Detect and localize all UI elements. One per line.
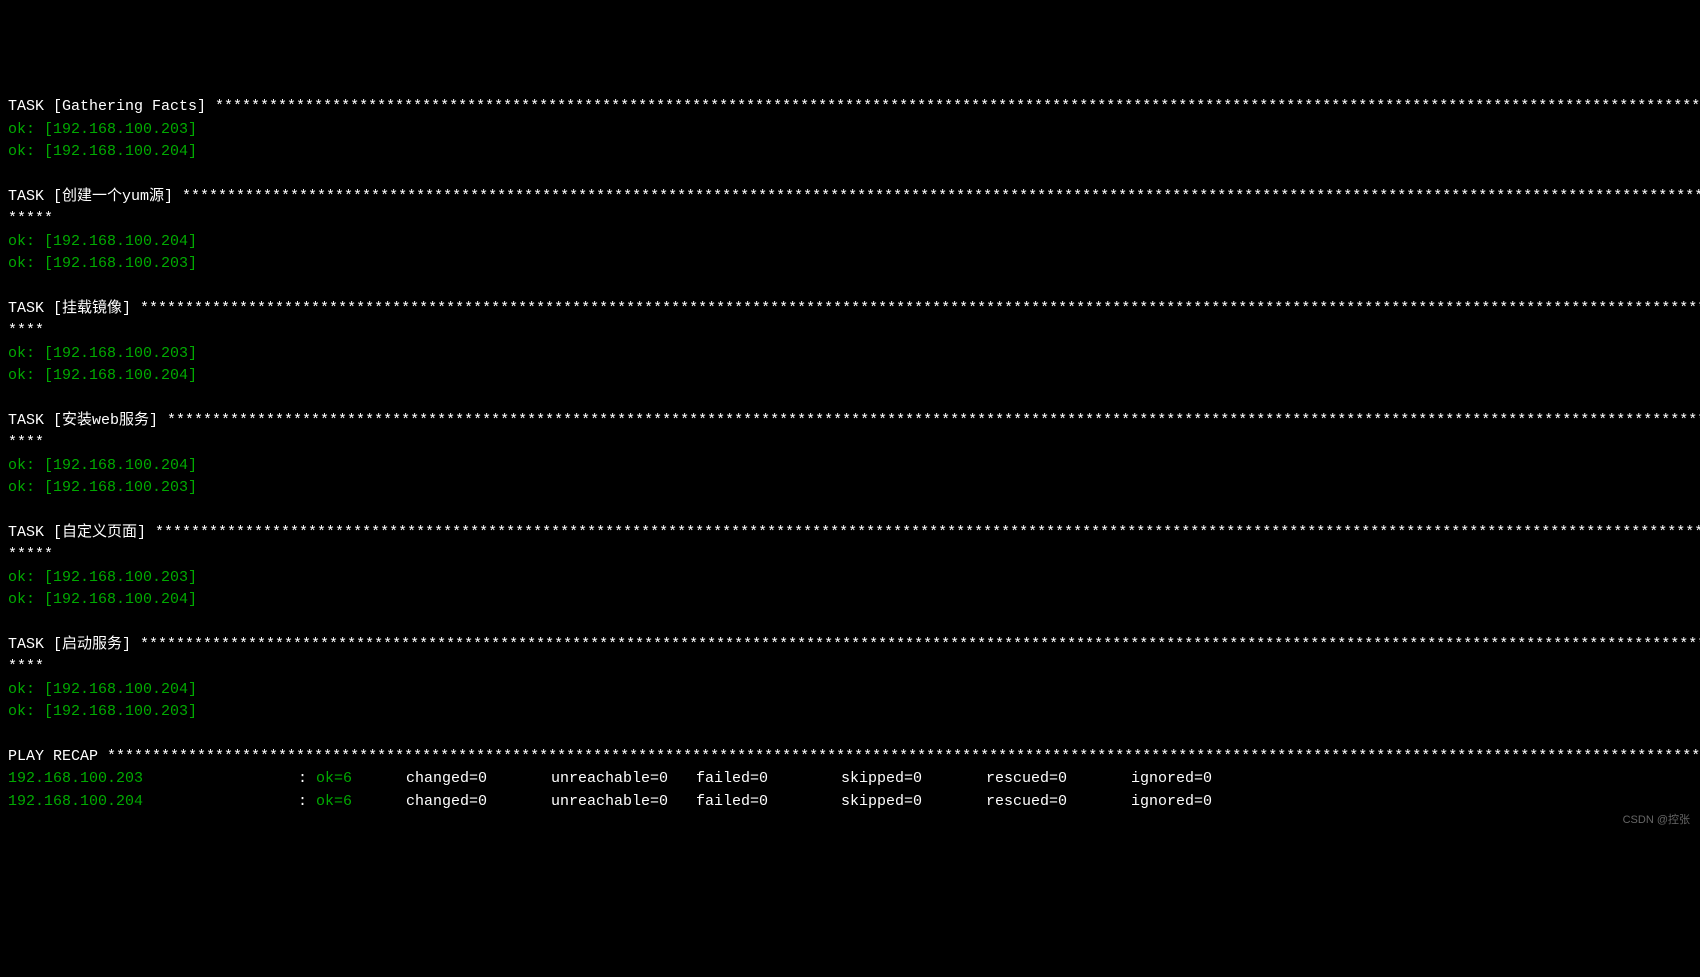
result-host: [192.168.100.203]	[44, 121, 197, 138]
recap-host: 192.168.100.204	[8, 791, 298, 814]
task-result-line: ok: [192.168.100.203]	[8, 477, 1692, 500]
result-host: [192.168.100.203]	[44, 479, 197, 496]
result-host: [192.168.100.204]	[44, 233, 197, 250]
result-status: ok:	[8, 143, 44, 160]
recap-unreachable: unreachable=0	[551, 791, 696, 814]
task-name: [安装web服务]	[44, 412, 167, 429]
task-header: TASK [自定义页面] ***************************…	[8, 522, 1692, 545]
task-prefix: TASK	[8, 524, 44, 541]
task-result-line: ok: [192.168.100.204]	[8, 455, 1692, 478]
task-header-stars: ****************************************…	[182, 188, 1700, 205]
task-header-stars: ****************************************…	[155, 524, 1700, 541]
recap-ok: ok=6	[316, 768, 406, 791]
result-status: ok:	[8, 233, 44, 250]
result-host: [192.168.100.203]	[44, 569, 197, 586]
task-block: TASK [启动服务] ****************************…	[8, 634, 1692, 724]
play-recap-stars: ****************************************…	[107, 748, 1700, 765]
recap-failed: failed=0	[696, 768, 841, 791]
task-header-stars-wrap: ****	[8, 656, 1692, 679]
result-status: ok:	[8, 367, 44, 384]
task-header-stars-wrap: ****	[8, 320, 1692, 343]
play-recap-label: PLAY RECAP	[8, 748, 107, 765]
recap-skipped: skipped=0	[841, 768, 986, 791]
task-header: TASK [Gathering Facts] *****************…	[8, 96, 1692, 119]
result-status: ok:	[8, 255, 44, 272]
result-host: [192.168.100.204]	[44, 681, 197, 698]
result-host: [192.168.100.204]	[44, 367, 197, 384]
task-block: TASK [Gathering Facts] *****************…	[8, 96, 1692, 164]
task-result-line: ok: [192.168.100.204]	[8, 231, 1692, 254]
task-block: TASK [创建一个yum源] ************************…	[8, 186, 1692, 276]
task-header-stars: ****************************************…	[140, 300, 1700, 317]
result-status: ok:	[8, 457, 44, 474]
result-status: ok:	[8, 479, 44, 496]
result-host: [192.168.100.204]	[44, 457, 197, 474]
result-status: ok:	[8, 345, 44, 362]
result-host: [192.168.100.204]	[44, 143, 197, 160]
result-status: ok:	[8, 569, 44, 586]
task-result-line: ok: [192.168.100.204]	[8, 365, 1692, 388]
watermark: CSDN @控张	[1623, 812, 1690, 829]
result-host: [192.168.100.203]	[44, 345, 197, 362]
recap-ignored: ignored=0	[1131, 768, 1276, 791]
recap-skipped: skipped=0	[841, 791, 986, 814]
result-host: [192.168.100.203]	[44, 703, 197, 720]
recap-failed: failed=0	[696, 791, 841, 814]
task-result-line: ok: [192.168.100.204]	[8, 589, 1692, 612]
recap-rescued: rescued=0	[986, 791, 1131, 814]
task-result-line: ok: [192.168.100.204]	[8, 679, 1692, 702]
recap-colon: :	[298, 768, 316, 791]
task-result-line: ok: [192.168.100.203]	[8, 119, 1692, 142]
recap-row: 192.168.100.204: ok=6changed=0unreachabl…	[8, 791, 1692, 814]
recap-ignored: ignored=0	[1131, 791, 1276, 814]
result-status: ok:	[8, 121, 44, 138]
task-prefix: TASK	[8, 636, 44, 653]
recap-changed: changed=0	[406, 768, 551, 791]
recap-changed: changed=0	[406, 791, 551, 814]
task-result-line: ok: [192.168.100.203]	[8, 701, 1692, 724]
task-block: TASK [安装web服务] *************************…	[8, 410, 1692, 500]
task-prefix: TASK	[8, 188, 44, 205]
task-header-stars-wrap: ****	[8, 432, 1692, 455]
recap-rescued: rescued=0	[986, 768, 1131, 791]
task-header-stars-wrap: *****	[8, 208, 1692, 231]
task-header: TASK [挂载镜像] ****************************…	[8, 298, 1692, 321]
task-header-stars-wrap: *****	[8, 544, 1692, 567]
recap-host: 192.168.100.203	[8, 768, 298, 791]
task-name: [Gathering Facts]	[44, 98, 215, 115]
task-header: TASK [创建一个yum源] ************************…	[8, 186, 1692, 209]
task-result-line: ok: [192.168.100.203]	[8, 567, 1692, 590]
task-name: [创建一个yum源]	[44, 188, 182, 205]
task-result-line: ok: [192.168.100.203]	[8, 253, 1692, 276]
task-block: TASK [自定义页面] ***************************…	[8, 522, 1692, 612]
task-result-line: ok: [192.168.100.203]	[8, 343, 1692, 366]
task-block: TASK [挂载镜像] ****************************…	[8, 298, 1692, 388]
recap-row: 192.168.100.203: ok=6changed=0unreachabl…	[8, 768, 1692, 791]
task-name: [启动服务]	[44, 636, 140, 653]
recap-colon: :	[298, 791, 316, 814]
play-recap-header: PLAY RECAP *****************************…	[8, 746, 1692, 769]
result-host: [192.168.100.204]	[44, 591, 197, 608]
task-prefix: TASK	[8, 98, 44, 115]
task-header-stars: ****************************************…	[140, 636, 1700, 653]
result-status: ok:	[8, 681, 44, 698]
task-header: TASK [安装web服务] *************************…	[8, 410, 1692, 433]
task-result-line: ok: [192.168.100.204]	[8, 141, 1692, 164]
result-status: ok:	[8, 703, 44, 720]
result-status: ok:	[8, 591, 44, 608]
recap-ok: ok=6	[316, 791, 406, 814]
recap-unreachable: unreachable=0	[551, 768, 696, 791]
task-header: TASK [启动服务] ****************************…	[8, 634, 1692, 657]
task-header-stars: ****************************************…	[215, 98, 1700, 115]
result-host: [192.168.100.203]	[44, 255, 197, 272]
task-prefix: TASK	[8, 412, 44, 429]
task-prefix: TASK	[8, 300, 44, 317]
task-name: [挂载镜像]	[44, 300, 140, 317]
task-header-stars: ****************************************…	[167, 412, 1700, 429]
task-name: [自定义页面]	[44, 524, 155, 541]
ansible-terminal-output: TASK [Gathering Facts] *****************…	[8, 96, 1692, 813]
